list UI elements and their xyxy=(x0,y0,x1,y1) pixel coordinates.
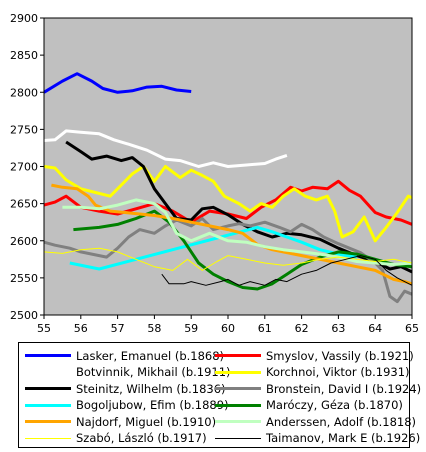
legend-item: Bronstein, David I (b.1924) xyxy=(215,379,421,398)
x-tick-label: 57 xyxy=(111,322,125,335)
y-tick-label: 2900 xyxy=(10,12,38,25)
series-layer xyxy=(43,72,413,304)
legend-label: Anderssen, Adolf (b.1818) xyxy=(266,414,417,429)
legend-item: Smyslov, Vassily (b.1921) xyxy=(215,346,414,365)
y-tick-label: 2650 xyxy=(10,198,38,211)
legend-item: Najdorf, Miguel (b.1910) xyxy=(25,412,216,431)
legend-item: Szabó, László (b.1917) xyxy=(25,429,207,448)
y-tick-label: 2600 xyxy=(10,235,38,248)
legend-label: Najdorf, Miguel (b.1910) xyxy=(76,414,217,429)
legend-swatch xyxy=(25,370,71,374)
legend-swatch xyxy=(215,403,261,407)
legend-item: Lasker, Emanuel (b.1868) xyxy=(25,346,224,365)
legend-label: Botvinnik, Mikhail (b.1911) xyxy=(76,365,231,379)
x-tick-label: 65 xyxy=(405,322,419,335)
x-tick-label: 60 xyxy=(221,322,235,335)
legend-label: Szabó, László (b.1917) xyxy=(76,431,207,445)
legend-item: Korchnoi, Viktor (b.1931) xyxy=(215,363,410,382)
legend-item: Steinitz, Wilhelm (b.1836) xyxy=(25,379,226,398)
series-line-1 xyxy=(43,72,192,94)
legend-label: Bogoljubow, Efim (b.1889) xyxy=(76,398,229,412)
series-line-2 xyxy=(43,179,413,226)
x-tick-label: 56 xyxy=(74,322,88,335)
legend-label: Steinitz, Wilhelm (b.1836) xyxy=(76,381,226,396)
series-line-11 xyxy=(43,247,413,271)
y-tick-label: 2550 xyxy=(10,272,38,285)
series-line-10 xyxy=(62,198,413,266)
y-axis: 2500 2550 2600 2650 2700 2750 2800 2850 2900 xyxy=(10,12,44,322)
legend-item: Anderssen, Adolf (b.1818) xyxy=(215,412,416,431)
x-tick-label: 62 xyxy=(295,322,309,335)
x-tick-label: 59 xyxy=(184,322,198,335)
legend-item: Bogoljubow, Efim (b.1889) xyxy=(25,396,229,415)
legend-item: Botvinnik, Mikhail (b.1911) xyxy=(25,363,231,382)
x-tick-label: 63 xyxy=(331,322,345,335)
legend-swatch xyxy=(215,387,261,390)
series-line-6 xyxy=(43,217,413,304)
legend-swatch xyxy=(25,420,71,423)
y-tick-label: 2800 xyxy=(10,86,38,99)
x-tick-label: 58 xyxy=(147,322,161,335)
legend-item: Maróczy, Géza (b.1870) xyxy=(215,396,403,415)
x-tick-label: 55 xyxy=(37,322,51,335)
x-tick-label: 64 xyxy=(368,322,382,335)
legend-label: Smyslov, Vassily (b.1921) xyxy=(266,348,414,363)
series-line-8 xyxy=(73,209,413,291)
legend-swatch xyxy=(215,420,261,423)
legend-item: Taimanov, Mark E (b.1926) xyxy=(215,429,420,448)
legend: Lasker, Emanuel (b.1868) Smyslov, Vassily… xyxy=(18,342,421,448)
legend-swatch xyxy=(215,354,261,357)
legend-label: Maróczy, Géza (b.1870) xyxy=(266,398,403,412)
legend-label: Korchnoi, Viktor (b.1931) xyxy=(266,365,410,379)
legend-label: Lasker, Emanuel (b.1868) xyxy=(76,348,225,363)
series-line-4 xyxy=(43,165,413,243)
legend-swatch xyxy=(25,354,71,357)
legend-swatch xyxy=(25,387,71,390)
x-axis: 55 56 57 58 59 60 61 62 63 64 65 xyxy=(37,315,419,335)
series-line-12 xyxy=(161,255,413,286)
series-line-9 xyxy=(51,183,413,286)
legend-swatch xyxy=(215,370,261,374)
y-tick-label: 2700 xyxy=(10,161,38,174)
legend-label: Bronstein, David I (b.1924) xyxy=(266,381,422,396)
series-line-7 xyxy=(69,225,358,271)
series-line-3 xyxy=(43,129,288,168)
y-tick-label: 2850 xyxy=(10,49,38,62)
legend-swatch xyxy=(25,403,71,407)
x-tick-label: 61 xyxy=(258,322,272,335)
y-tick-label: 2500 xyxy=(10,309,38,322)
legend-swatch xyxy=(215,437,261,439)
legend-label: Taimanov, Mark E (b.1926) xyxy=(266,431,421,445)
y-tick-label: 2750 xyxy=(10,123,38,136)
legend-swatch xyxy=(25,437,71,439)
